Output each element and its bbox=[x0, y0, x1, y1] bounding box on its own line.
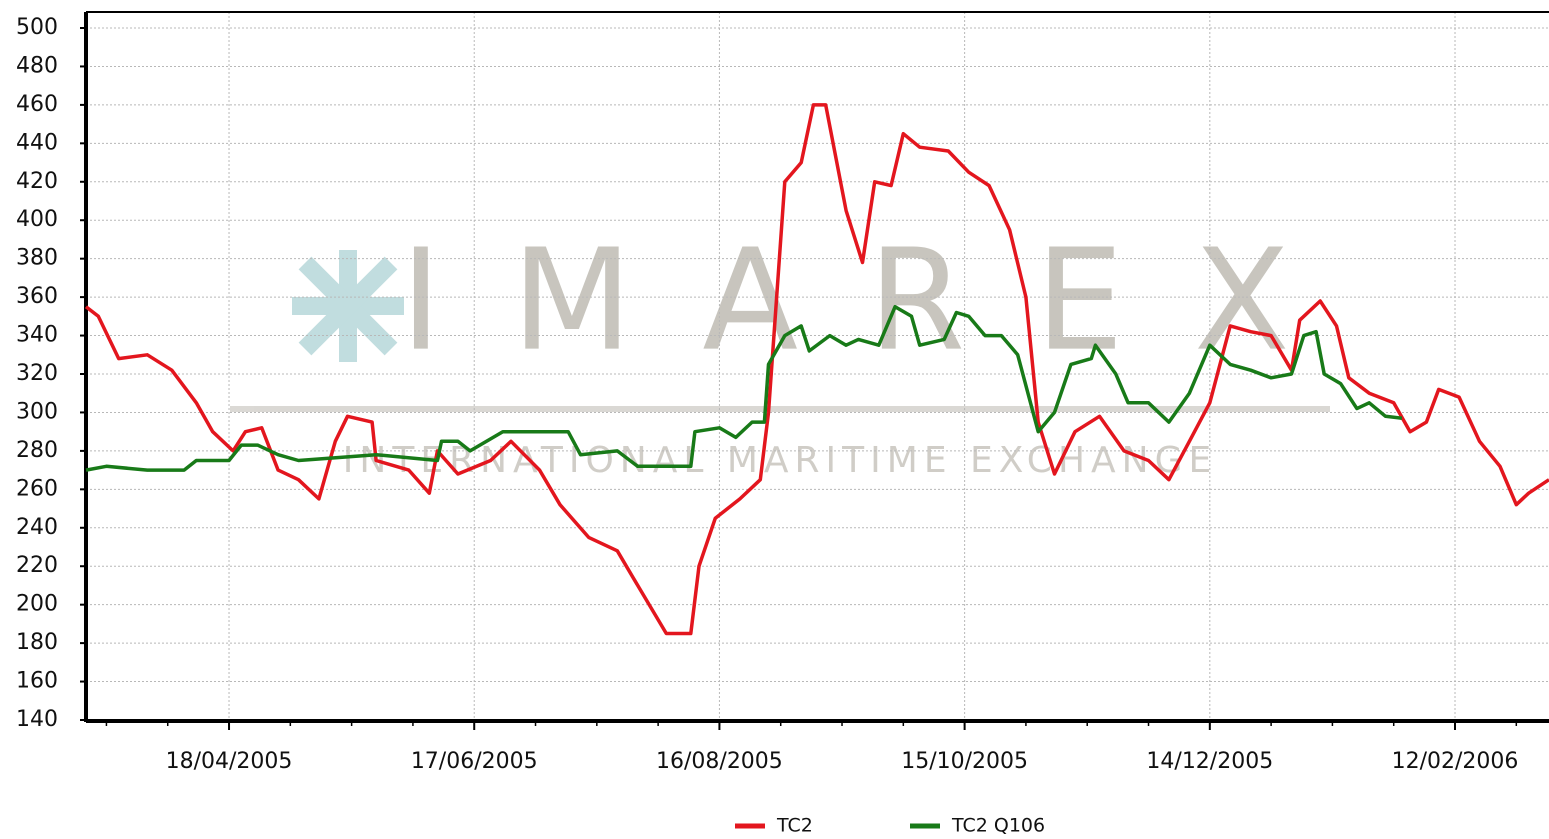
watermark-rule bbox=[230, 406, 1330, 412]
y-tick-label: 240 bbox=[16, 515, 58, 540]
legend-label: TC2 Q106 bbox=[951, 815, 1045, 837]
y-tick-label: 380 bbox=[16, 246, 58, 271]
watermark-title: IMAREX bbox=[400, 220, 1360, 383]
x-tick-label: 14/12/2005 bbox=[1146, 749, 1273, 774]
y-tick-label: 400 bbox=[16, 207, 58, 232]
y-tick-label: 420 bbox=[16, 169, 58, 194]
y-tick-label: 300 bbox=[16, 399, 58, 424]
y-tick-label: 500 bbox=[16, 15, 58, 40]
y-tick-label: 280 bbox=[16, 438, 58, 463]
series-line bbox=[84, 103, 1549, 636]
y-tick-label: 260 bbox=[16, 476, 58, 501]
y-tick-label: 480 bbox=[16, 53, 58, 78]
series-line bbox=[85, 304, 1403, 472]
y-tick-label: 460 bbox=[16, 92, 58, 117]
watermark-asterisk bbox=[292, 250, 404, 362]
legend-label: TC2 bbox=[776, 815, 813, 837]
y-tick-label: 220 bbox=[16, 553, 58, 578]
y-tick-label: 340 bbox=[16, 323, 58, 348]
y-tick-label: 200 bbox=[16, 592, 58, 617]
y-tick-label: 360 bbox=[16, 284, 58, 309]
y-tick-label: 140 bbox=[16, 707, 58, 732]
x-tick-label: 15/10/2005 bbox=[901, 749, 1028, 774]
x-tick-label: 16/08/2005 bbox=[656, 749, 783, 774]
x-tick-label: 17/06/2005 bbox=[411, 749, 538, 774]
y-tick-label: 180 bbox=[16, 630, 58, 655]
x-tick-label: 18/04/2005 bbox=[166, 749, 293, 774]
watermark: IMAREX INTERNATIONAL MARITIME EXCHANGE bbox=[230, 220, 1360, 481]
y-tick-label: 160 bbox=[16, 669, 58, 694]
x-tick-label: 12/02/2006 bbox=[1392, 749, 1519, 774]
y-tick-label: 320 bbox=[16, 361, 58, 386]
y-tick-label: 440 bbox=[16, 130, 58, 155]
